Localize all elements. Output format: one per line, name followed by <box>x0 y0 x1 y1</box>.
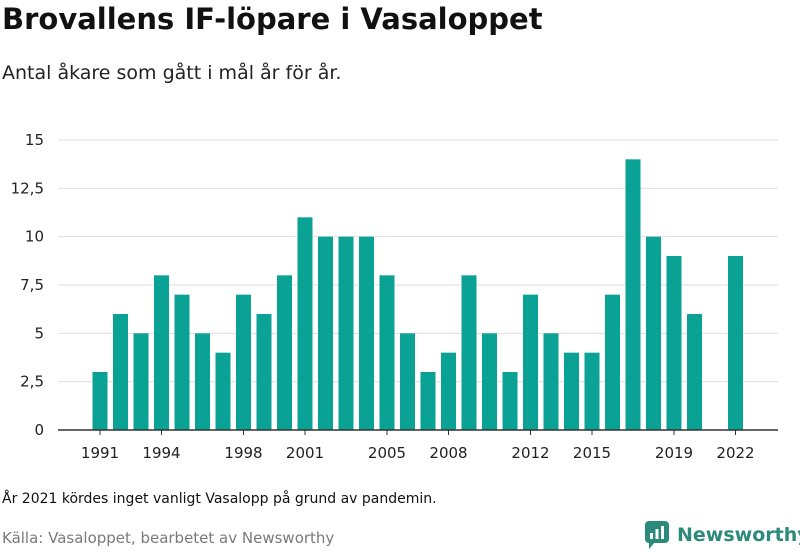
bar-2018 <box>646 236 661 430</box>
bar-1999 <box>256 314 272 430</box>
bar-1996 <box>195 333 210 430</box>
y-axis-labels: 0 2,5 5 7,5 10 12,5 15 <box>11 131 44 439</box>
bar-2013 <box>543 333 559 430</box>
y-tick-label: 7,5 <box>20 276 44 294</box>
x-tick-label: 1991 <box>81 444 119 462</box>
bar-1991 <box>92 372 108 430</box>
bar-1993 <box>133 333 149 430</box>
x-tick-label: 2022 <box>716 444 754 462</box>
x-tick-label: 2008 <box>429 444 467 462</box>
logo-text: Newsworthy <box>677 524 800 546</box>
footnote: År 2021 kördes inget vanligt Vasalopp på… <box>2 491 437 507</box>
bar-1995 <box>174 294 190 430</box>
chart-title: Brovallens IF-löpare i Vasaloppet <box>2 2 543 36</box>
bar-2020 <box>687 314 702 430</box>
x-tick-label: 2019 <box>655 444 693 462</box>
bar-2012 <box>523 294 538 430</box>
bars <box>92 159 743 431</box>
bar-2016 <box>605 294 620 430</box>
bar-chart: 0 2,5 5 7,5 10 12,5 15 1991 1994 1998 2001 2005 200… <box>11 131 778 462</box>
x-tick-label: 1994 <box>142 444 180 462</box>
x-tick-label: 2012 <box>511 444 549 462</box>
bar-2002 <box>318 236 333 430</box>
bar-2010 <box>482 333 497 430</box>
y-tick-label: 10 <box>25 228 44 246</box>
x-tick-label: 2001 <box>286 444 324 462</box>
bar-2014 <box>564 352 579 430</box>
bar-2009 <box>461 275 477 430</box>
bar-2003 <box>338 236 354 430</box>
bar-2017 <box>625 159 641 431</box>
y-tick-label: 2,5 <box>20 373 44 391</box>
x-tick-label: 2005 <box>368 444 406 462</box>
newsworthy-chart-bubble-icon <box>645 521 669 549</box>
y-tick-label: 5 <box>34 324 44 342</box>
x-axis-labels: 1991 1994 1998 2001 2005 2008 2012 2015 2019 2022 <box>81 444 755 462</box>
bar-2008 <box>441 352 456 430</box>
bar-2019 <box>666 256 682 430</box>
bar-2011 <box>502 372 518 430</box>
chart-subtitle: Antal åkare som gått i mål år för år. <box>2 62 342 84</box>
source-text: Källa: Vasaloppet, bearbetet av Newswort… <box>2 529 335 547</box>
bar-2004 <box>359 236 374 430</box>
bar-2007 <box>420 372 436 430</box>
y-tick-label: 15 <box>25 131 44 149</box>
bar-1994 <box>154 275 169 430</box>
x-axis <box>58 429 778 435</box>
bar-1992 <box>113 314 128 430</box>
bar-2006 <box>400 333 415 430</box>
y-tick-label: 12,5 <box>11 179 44 197</box>
bar-2000 <box>277 275 292 430</box>
y-tick-label: 0 <box>34 421 44 439</box>
newsworthy-logo: Newsworthy <box>645 519 800 551</box>
bar-2022 <box>728 256 743 430</box>
bar-1998 <box>236 294 251 430</box>
x-tick-label: 1998 <box>224 444 262 462</box>
bar-1997 <box>215 352 231 430</box>
bar-2001 <box>297 217 313 430</box>
bar-2015 <box>584 352 600 430</box>
x-tick-label: 2015 <box>573 444 611 462</box>
bar-2005 <box>379 275 395 430</box>
